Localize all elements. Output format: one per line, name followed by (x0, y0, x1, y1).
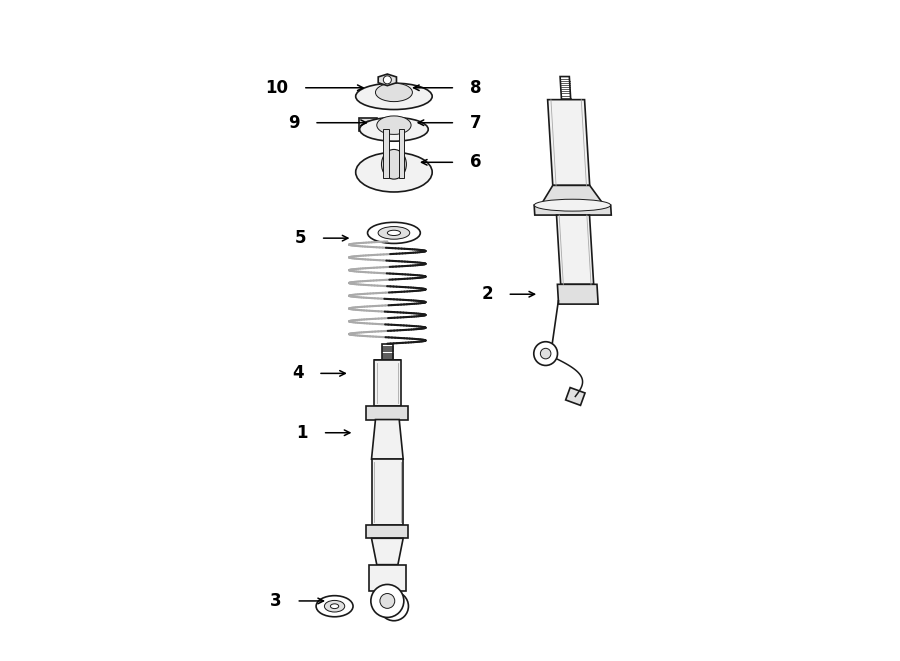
Ellipse shape (324, 600, 345, 612)
Bar (369, 564, 406, 591)
Ellipse shape (356, 83, 432, 110)
Bar (372, 459, 403, 525)
Text: 6: 6 (470, 153, 482, 171)
Polygon shape (560, 77, 571, 100)
Ellipse shape (360, 118, 428, 141)
Ellipse shape (367, 222, 420, 243)
Polygon shape (557, 284, 598, 304)
Bar (400, 130, 404, 178)
Circle shape (540, 348, 551, 359)
Circle shape (371, 584, 404, 617)
Text: 4: 4 (292, 364, 303, 382)
Polygon shape (556, 215, 594, 284)
Polygon shape (541, 185, 604, 205)
Text: 7: 7 (470, 114, 482, 132)
Circle shape (380, 592, 409, 621)
Ellipse shape (316, 596, 353, 617)
Text: 3: 3 (270, 592, 282, 610)
Circle shape (534, 342, 557, 366)
Ellipse shape (356, 153, 432, 192)
Polygon shape (372, 538, 403, 564)
Text: 2: 2 (482, 285, 493, 303)
Text: 8: 8 (470, 79, 482, 97)
Ellipse shape (535, 199, 611, 211)
Text: 9: 9 (288, 114, 300, 132)
Ellipse shape (330, 604, 338, 609)
Bar (383, 130, 389, 178)
Bar (374, 360, 400, 407)
Circle shape (380, 594, 395, 608)
Ellipse shape (377, 116, 411, 134)
Bar (565, 387, 585, 405)
Text: 10: 10 (266, 79, 288, 97)
Bar (366, 407, 409, 420)
Ellipse shape (382, 149, 407, 179)
Bar (382, 344, 392, 360)
Bar (366, 525, 409, 538)
Bar (359, 118, 377, 131)
Polygon shape (547, 100, 590, 185)
Circle shape (364, 121, 372, 128)
Polygon shape (535, 205, 611, 215)
Ellipse shape (375, 83, 412, 102)
Ellipse shape (387, 230, 400, 235)
Polygon shape (372, 420, 403, 459)
Ellipse shape (378, 227, 410, 239)
Text: 5: 5 (294, 229, 306, 247)
Polygon shape (378, 74, 397, 86)
Circle shape (387, 600, 400, 613)
Text: 1: 1 (297, 424, 308, 442)
Circle shape (383, 76, 392, 84)
